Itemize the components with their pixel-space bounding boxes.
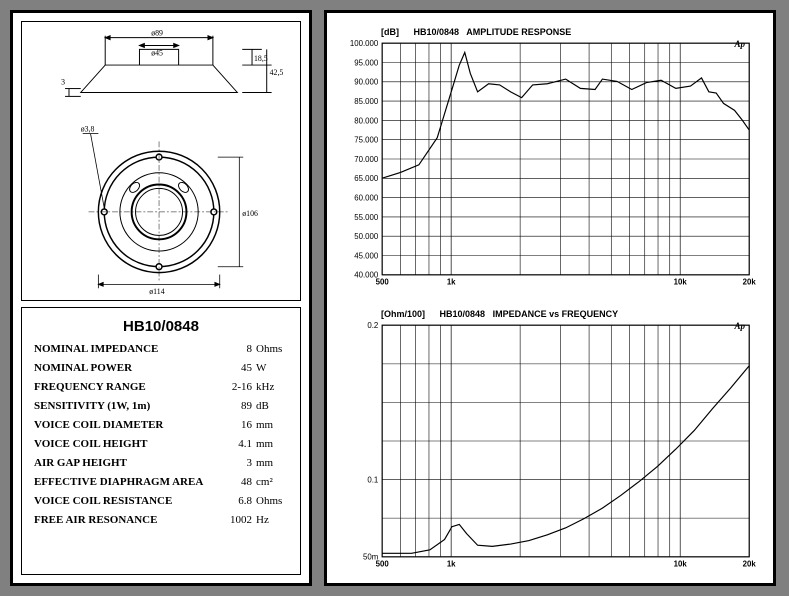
svg-text:65.000: 65.000 xyxy=(354,174,379,183)
spec-label: EFFECTIVE DIAPHRAGM AREA xyxy=(34,476,203,488)
spec-row: NOMINAL POWER 45 W xyxy=(34,362,288,374)
chart1-svg: 100.000 95.000 90.000 85.000 80.000 75.000 70.… xyxy=(339,25,761,295)
spec-unit: dB xyxy=(256,400,288,412)
spec-label: AIR GAP HEIGHT xyxy=(34,457,127,469)
dim-d106: ø106 xyxy=(242,209,258,218)
dim-d89: ø89 xyxy=(151,29,163,38)
spec-row: SENSITIVITY (1W, 1m) 89 dB xyxy=(34,400,288,412)
spec-row: FREQUENCY RANGE 2-16 kHz xyxy=(34,381,288,393)
svg-text:70.000: 70.000 xyxy=(354,155,379,164)
spec-row: EFFECTIVE DIAPHRAGM AREA 48 cm² xyxy=(34,476,288,488)
dim-d38: ø3,8 xyxy=(81,125,95,134)
spec-unit: mm xyxy=(256,419,288,431)
spec-unit: mm xyxy=(256,457,288,469)
svg-text:1k: 1k xyxy=(447,278,456,287)
spec-label: VOICE COIL DIAMETER xyxy=(34,419,163,431)
spec-label: FREE AIR RESONANCE xyxy=(34,514,157,526)
spec-row: NOMINAL IMPEDANCE 8 Ohms xyxy=(34,343,288,355)
technical-drawing: ø89 ø45 18,5 42,5 3 xyxy=(21,21,301,301)
dim-t3: 3 xyxy=(61,78,65,87)
spec-label: VOICE COIL RESISTANCE xyxy=(34,495,172,507)
spec-label: FREQUENCY RANGE xyxy=(34,381,146,393)
spec-value: 4.1 xyxy=(222,438,252,450)
svg-text:100.000: 100.000 xyxy=(350,39,379,48)
left-panel: ø89 ø45 18,5 42,5 3 xyxy=(10,10,312,586)
svg-text:0.2: 0.2 xyxy=(367,321,378,330)
chart2-title: [Ohm/100] HB10/0848 IMPEDANCE vs FREQUEN… xyxy=(381,309,618,319)
svg-text:80.000: 80.000 xyxy=(354,116,379,125)
spec-unit: Hz xyxy=(256,514,288,526)
svg-text:0.1: 0.1 xyxy=(367,476,378,485)
spec-unit: kHz xyxy=(256,381,288,393)
svg-text:500: 500 xyxy=(376,278,390,287)
spec-value: 89 xyxy=(222,400,252,412)
dim-h18: 18,5 xyxy=(254,54,268,63)
svg-text:50.000: 50.000 xyxy=(354,232,379,241)
spec-value: 16 xyxy=(222,419,252,431)
svg-text:90.000: 90.000 xyxy=(354,78,379,87)
spec-row: VOICE COIL HEIGHT 4.1 mm xyxy=(34,438,288,450)
svg-text:10k: 10k xyxy=(674,278,688,287)
svg-text:1k: 1k xyxy=(447,560,456,569)
amplitude-chart: [dB] HB10/0848 AMPLITUDE RESPONSE Ap 100… xyxy=(335,21,765,299)
chart1-title: [dB] HB10/0848 AMPLITUDE RESPONSE xyxy=(381,27,571,37)
spec-unit: Ohms xyxy=(256,343,288,355)
svg-text:95.000: 95.000 xyxy=(354,58,379,67)
right-panel: [dB] HB10/0848 AMPLITUDE RESPONSE Ap 100… xyxy=(324,10,776,586)
spec-unit: W xyxy=(256,362,288,374)
svg-text:20k: 20k xyxy=(743,278,757,287)
ap-mark-1: Ap xyxy=(734,39,745,49)
spec-value: 45 xyxy=(222,362,252,374)
svg-text:85.000: 85.000 xyxy=(354,97,379,106)
svg-text:500: 500 xyxy=(376,560,390,569)
spec-row: VOICE COIL RESISTANCE 6.8 Ohms xyxy=(34,495,288,507)
spec-value: 2-16 xyxy=(222,381,252,393)
spec-value: 1002 xyxy=(222,514,252,526)
spec-table: HB10/0848 NOMINAL IMPEDANCE8OhmsNOMINAL … xyxy=(21,307,301,575)
svg-text:45.000: 45.000 xyxy=(354,251,379,260)
spec-unit: mm xyxy=(256,438,288,450)
spec-value: 8 xyxy=(222,343,252,355)
spec-value: 3 xyxy=(222,457,252,469)
svg-text:20k: 20k xyxy=(743,560,757,569)
dim-d114: ø114 xyxy=(149,287,164,296)
spec-label: VOICE COIL HEIGHT xyxy=(34,438,147,450)
chart2-svg: 0.20.150m5001k10k20k xyxy=(339,307,761,577)
spec-label: SENSITIVITY (1W, 1m) xyxy=(34,400,150,412)
dim-d45: ø45 xyxy=(151,48,163,57)
spec-unit: cm² xyxy=(256,476,288,488)
spec-row: AIR GAP HEIGHT 3 mm xyxy=(34,457,288,469)
spec-unit: Ohms xyxy=(256,495,288,507)
dim-h42: 42,5 xyxy=(270,68,284,77)
spec-row: VOICE COIL DIAMETER 16 mm xyxy=(34,419,288,431)
spec-value: 6.8 xyxy=(222,495,252,507)
spec-label: NOMINAL IMPEDANCE xyxy=(34,343,158,355)
spec-value: 48 xyxy=(222,476,252,488)
svg-text:75.000: 75.000 xyxy=(354,136,379,145)
impedance-chart: [Ohm/100] HB10/0848 IMPEDANCE vs FREQUEN… xyxy=(335,303,765,581)
spec-label: NOMINAL POWER xyxy=(34,362,132,374)
svg-text:55.000: 55.000 xyxy=(354,213,379,222)
drawing-svg: ø89 ø45 18,5 42,5 3 xyxy=(22,22,300,300)
spec-title: HB10/0848 xyxy=(34,318,288,335)
svg-text:10k: 10k xyxy=(674,560,688,569)
spec-row: FREE AIR RESONANCE 1002 Hz xyxy=(34,514,288,526)
ap-mark-2: Ap xyxy=(734,321,745,331)
svg-text:60.000: 60.000 xyxy=(354,194,379,203)
